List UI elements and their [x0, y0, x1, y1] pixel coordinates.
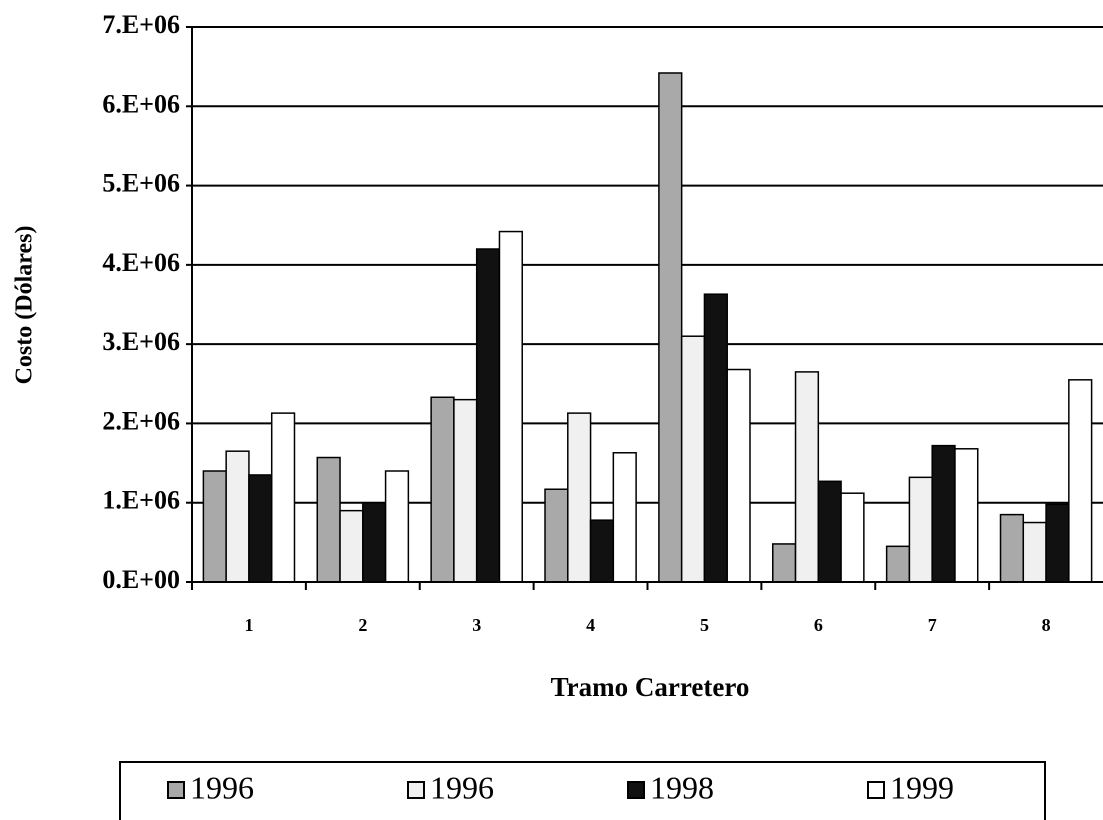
bar [589, 519, 615, 583]
bar [794, 371, 820, 583]
bar [931, 444, 956, 583]
bar [475, 248, 501, 583]
x-tick-label: 6 [814, 615, 823, 635]
legend-swatch [627, 781, 645, 799]
x-tick-label: 2 [358, 615, 367, 635]
y-tick-label: 1.E+06 [102, 486, 180, 515]
bar [248, 474, 273, 583]
legend-swatch [407, 781, 425, 799]
bar [384, 470, 410, 583]
bar [680, 335, 706, 583]
bar [840, 492, 865, 583]
y-tick-label: 4.E+06 [102, 248, 180, 277]
bar [339, 509, 364, 583]
bar [999, 513, 1025, 583]
bar [726, 368, 751, 583]
y-axis-title: Costo (Dólares) [12, 226, 38, 385]
y-tick-label: 2.E+06 [102, 406, 180, 435]
bar [453, 398, 478, 583]
legend-label: 1999 [890, 769, 954, 805]
legend-swatch [867, 781, 885, 799]
bar [225, 450, 250, 583]
bar [703, 293, 728, 583]
y-tick-label: 7.E+06 [102, 10, 180, 39]
x-tick-label: 4 [586, 615, 595, 635]
bar [885, 545, 911, 583]
bar [567, 412, 592, 583]
y-tick-label: 5.E+06 [102, 169, 180, 198]
bar [362, 501, 387, 583]
bar [498, 230, 523, 583]
x-axis-title: Tramo Carretero [551, 672, 750, 702]
legend-label: 1996 [190, 769, 254, 805]
legend-box [119, 761, 1046, 820]
bar [544, 488, 569, 583]
bar [1045, 503, 1070, 583]
y-tick-label: 6.E+06 [102, 89, 180, 118]
bar [202, 470, 227, 583]
bar [772, 543, 797, 583]
x-tick-label: 8 [1042, 615, 1051, 635]
y-tick-label: 3.E+06 [102, 327, 180, 356]
y-tick-label: 0.E+00 [102, 565, 180, 594]
bar [316, 456, 341, 583]
bar [908, 476, 933, 583]
x-tick-label: 5 [700, 615, 709, 635]
x-tick-label: 1 [244, 615, 253, 635]
x-tick-label: 7 [928, 615, 937, 635]
bar [612, 452, 637, 583]
bar [1022, 521, 1047, 583]
bar [954, 448, 979, 583]
legend-swatch [167, 781, 185, 799]
bar [430, 396, 455, 583]
bar [817, 480, 842, 583]
legend-label: 1996 [430, 769, 494, 805]
bar [270, 412, 296, 583]
bar [658, 72, 683, 583]
x-tick-label: 3 [472, 615, 481, 635]
bar [1068, 379, 1093, 583]
legend-label: 1998 [650, 769, 714, 805]
